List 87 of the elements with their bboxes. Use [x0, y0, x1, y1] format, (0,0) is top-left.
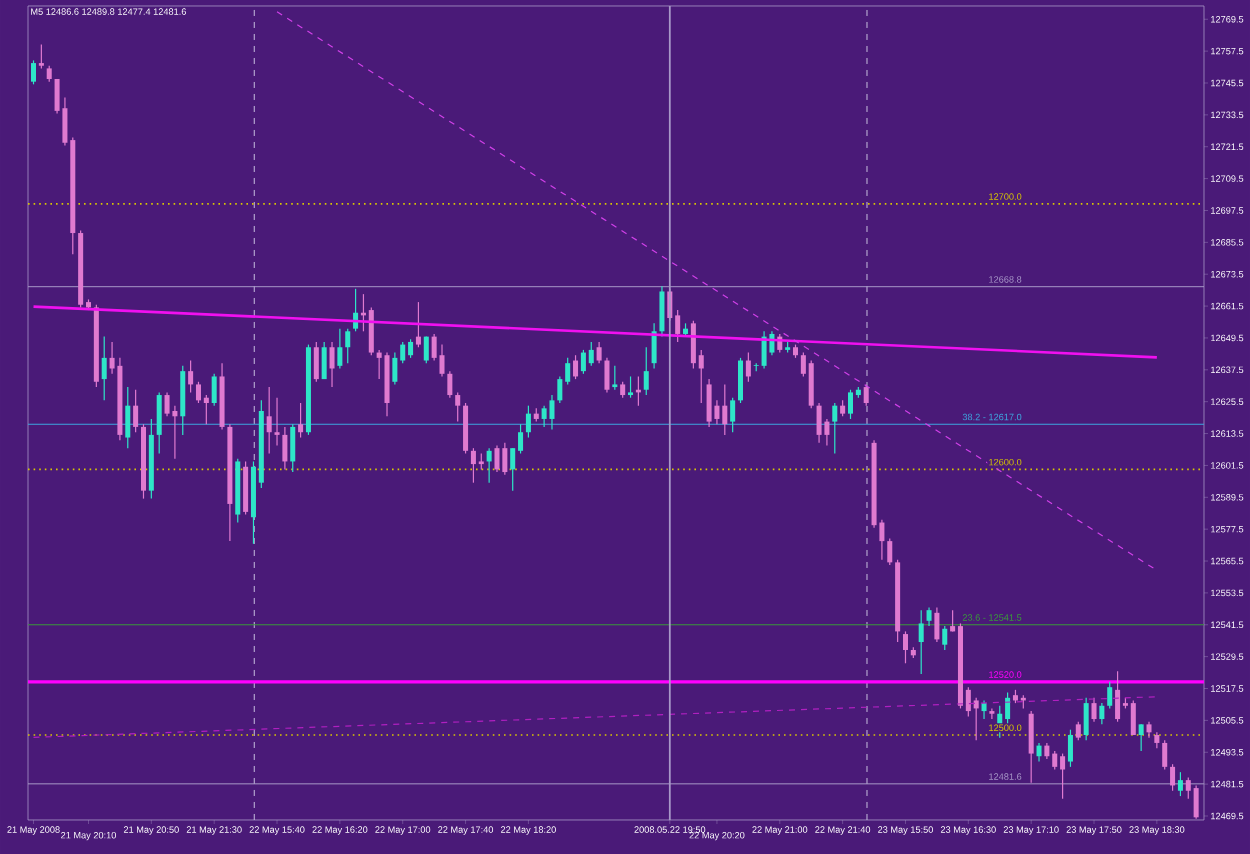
candlestick — [973, 697, 979, 741]
candlestick — [643, 346, 649, 396]
candlestick — [918, 609, 924, 675]
candlestick — [30, 59, 37, 85]
candlestick — [195, 381, 201, 404]
candlestick — [392, 351, 398, 386]
candlestick — [730, 397, 736, 433]
candlestick — [502, 442, 508, 476]
candlestick — [282, 426, 288, 471]
candlestick — [1067, 729, 1073, 768]
candlestick — [588, 341, 594, 367]
candlestick — [1115, 670, 1121, 723]
candlestick — [604, 357, 610, 393]
candlestick — [1075, 721, 1081, 741]
candlestick — [580, 349, 586, 375]
candlestick — [1193, 784, 1199, 820]
candlestick — [125, 386, 131, 449]
candlestick — [156, 391, 162, 455]
candlestick — [329, 341, 335, 388]
candlestick — [659, 285, 665, 338]
candlestick — [525, 405, 531, 439]
candlestick — [211, 373, 217, 407]
candlestick — [133, 389, 139, 433]
candlestick — [926, 606, 932, 627]
candlestick — [408, 338, 414, 359]
candlestick — [1177, 771, 1183, 797]
candlestick — [1028, 710, 1034, 784]
candlestick — [447, 370, 453, 399]
candlestick — [384, 351, 390, 417]
candlestick — [722, 383, 728, 436]
candlestick — [180, 365, 186, 436]
candlestick — [274, 397, 280, 447]
candlestick — [321, 341, 327, 380]
candlestick — [1130, 699, 1136, 736]
candlestick — [934, 606, 940, 643]
candlestick — [573, 354, 579, 380]
candlestick — [981, 699, 987, 720]
candlestick — [38, 43, 44, 69]
candlestick — [549, 394, 555, 431]
candlestick — [690, 320, 696, 370]
candlestick — [415, 301, 421, 348]
candlestick — [1162, 739, 1168, 771]
candlestick — [887, 537, 893, 566]
candlestick — [1091, 697, 1097, 723]
candlestick — [188, 359, 194, 393]
candlestick — [738, 357, 744, 404]
candlestick — [1099, 702, 1105, 725]
candlestick — [463, 402, 469, 455]
candlestick — [1005, 691, 1011, 725]
candlestick — [313, 341, 319, 383]
candlestick — [486, 447, 492, 484]
candlestick — [494, 444, 500, 473]
candlestick — [1036, 742, 1042, 763]
candlestick — [989, 707, 995, 720]
candlestick — [706, 378, 712, 428]
candlestick — [1052, 750, 1058, 771]
candlestick — [745, 351, 751, 383]
candlestick — [455, 391, 461, 423]
candlestick — [1060, 752, 1066, 800]
candlestick — [337, 328, 343, 370]
candlestick — [1083, 697, 1089, 741]
candlestick — [290, 423, 296, 473]
candlestick — [243, 460, 249, 516]
candlestick — [298, 402, 304, 439]
candlestick — [101, 336, 107, 401]
candlestick — [816, 402, 822, 444]
candlestick — [942, 625, 948, 651]
candlestick — [1170, 763, 1176, 792]
candlestick — [1107, 681, 1113, 710]
candlestick — [808, 359, 814, 409]
candlestick — [423, 336, 429, 364]
candlestick — [345, 328, 351, 364]
candlestick — [439, 343, 445, 378]
candlestick — [628, 375, 634, 399]
candlestick — [863, 383, 869, 407]
candlestick — [368, 306, 374, 356]
candlestick — [612, 365, 618, 391]
candlestick — [164, 391, 170, 417]
candlestick — [1138, 723, 1144, 752]
candlestick — [651, 322, 657, 370]
candlestick — [902, 630, 908, 664]
candlestick — [470, 447, 476, 484]
candlestick — [541, 405, 547, 428]
candlestick — [266, 386, 272, 455]
candlestick — [847, 389, 853, 420]
candlestick — [832, 402, 838, 455]
candlestick — [596, 341, 602, 364]
